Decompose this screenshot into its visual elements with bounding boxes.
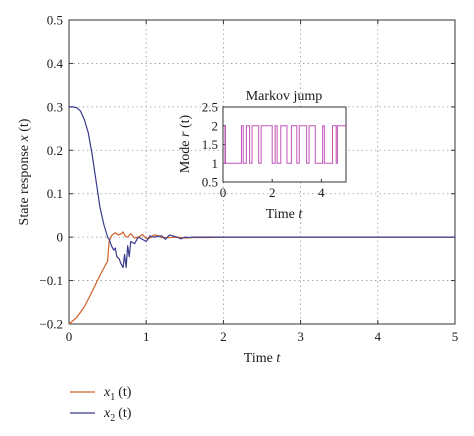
inset-y-tick-label: 0.5 [202,175,218,190]
inset-y-tick-label: 1 [212,156,219,171]
inset-plot-series [223,125,346,164]
inset-title: Markov jump [246,89,323,104]
inset-x-axis-label: Time t [266,207,304,222]
main-y-tick-label: 0.2 [47,143,63,158]
legend-entry-x1: x1 (t) [70,385,132,403]
series-line-x2 [69,106,455,269]
main-x-tick-label: 0 [66,329,73,344]
main-y-tick-label: −0.1 [39,273,63,288]
main-plot: 0 1 2 3 4 50.50.40.30.20.10−0.1−0.2 Time t St… [17,13,458,367]
inset-plot-ticks: 0 2 4 2.5 2 1.5 1 0.5 [202,100,325,201]
main-x-tick-label: 3 [297,329,304,344]
main-plot-series [68,106,455,325]
main-x-axis-label: Time t [244,351,282,366]
inset-plot: 0 2 4 2.5 2 1.5 1 0.5 Markov jump Time t Mode r… [178,89,347,222]
inset-y-tick-label: 1.5 [202,137,218,152]
inset-y-axis-label: Mode r (t) [178,114,193,173]
legend-entry-x2: x2 (t) [70,406,132,424]
main-y-tick-label: 0.3 [47,99,63,114]
inset-series-mode [223,125,346,164]
main-plot-frame [68,19,456,325]
inset-x-tick-label: 0 [220,185,227,200]
inset-y-tick-label: 2.5 [202,100,218,115]
legend-label-x1: x1 (t) [103,385,132,403]
inset-y-tick-label: 2 [212,118,219,133]
legend-label-x2: x2 (t) [103,406,132,424]
main-y-tick-label: 0.1 [47,186,63,201]
main-y-tick-label: 0.4 [47,56,64,71]
main-x-tick-label: 1 [143,329,150,344]
legend: x1 (t) x2 (t) [70,385,132,424]
inset-x-tick-label: 2 [269,185,276,200]
main-y-tick-label: 0.5 [47,13,63,28]
main-x-tick-label: 5 [452,329,459,344]
series-line-x1 [68,231,455,325]
main-x-tick-label: 2 [220,329,227,344]
main-y-tick-label: 0 [57,230,64,245]
main-plot-ticks: 0 1 2 3 4 50.50.40.30.20.10−0.1−0.2 [39,13,458,345]
inset-x-tick-label: 4 [318,185,325,200]
main-y-tick-label: −0.2 [39,317,63,332]
main-y-axis-label: State response x (t) [17,118,32,225]
main-x-tick-label: 4 [375,329,382,344]
